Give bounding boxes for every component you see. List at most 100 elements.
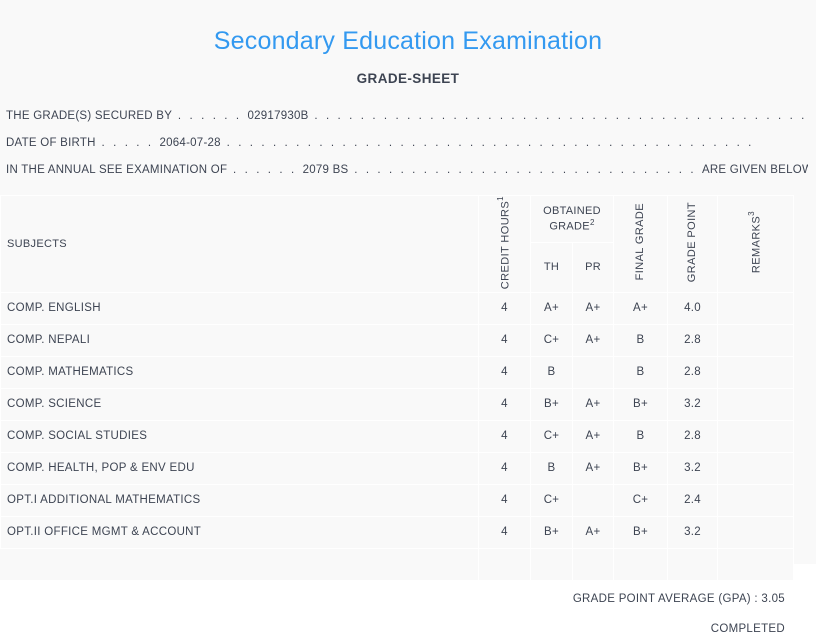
cell-remarks [717, 291, 795, 325]
cell-practical-grade: A+ [571, 419, 615, 453]
cell-grade-point: 4.0 [667, 291, 719, 325]
grade-sheet-footer: GRADE POINT AVERAGE (GPA) : 3.05 COMPLET… [0, 593, 793, 635]
info-line-date-of-birth: DATE OF BIRTH . . . . . 2064-07-28 . . .… [6, 130, 808, 157]
cell-remarks [717, 515, 795, 549]
spacer-cell [0, 547, 479, 581]
footnote-marker-2: 2 [589, 217, 595, 227]
column-header-final-grade-label: FINAL GRADE [634, 203, 647, 281]
footnote-marker-3: 3 [747, 211, 757, 216]
dot-leader-trailing: . . . . . . . . . . . . . . . . . . . . … [308, 109, 807, 122]
date-of-birth-value: 2064-07-28 [159, 136, 221, 149]
table-row: COMP. SOCIAL STUDIES 4 C+ A+ B 2.8 [0, 419, 795, 453]
table-spacer-row [0, 547, 795, 581]
cell-theory-grade: C+ [530, 483, 573, 517]
info-label-grades-secured-by: THE GRADE(S) SECURED BY [6, 109, 173, 122]
info-label-examination: IN THE ANNUAL SEE EXAMINATION OF [6, 163, 228, 176]
cell-subject: OPT.I ADDITIONAL MATHEMATICS [0, 483, 479, 517]
cell-theory-grade: B+ [530, 515, 573, 549]
dot-leader-trailing: . . . . . . . . . . . . . . . . . . . . … [220, 136, 754, 149]
footnote-marker-1: 1 [496, 195, 506, 201]
dot-leader: . . . . . [95, 136, 160, 149]
cell-grade-point: 3.2 [667, 515, 719, 549]
cell-remarks [717, 355, 795, 389]
cell-final-grade: B [613, 323, 669, 357]
cell-final-grade: B+ [613, 451, 669, 485]
spacer-cell [478, 547, 531, 581]
grades-table: SUBJECTS CREDIT HOURS1 OBTAINED GRADE2 F… [0, 194, 795, 581]
column-header-practical: PR [571, 241, 615, 293]
dot-leader: . . . . . . [172, 109, 248, 122]
cell-theory-grade: C+ [530, 323, 573, 357]
cell-subject: COMP. HEALTH, POP & ENV EDU [0, 451, 479, 485]
cell-remarks [717, 451, 795, 485]
cell-practical-grade: A+ [571, 515, 615, 549]
cell-theory-grade: B+ [530, 387, 573, 421]
cell-grade-point: 2.4 [667, 483, 719, 517]
cell-practical-grade: A+ [571, 291, 615, 325]
cell-final-grade: B [613, 355, 669, 389]
column-header-credit-hours: CREDIT HOURS1 [478, 194, 531, 293]
column-header-grade-point: GRADE POINT [667, 194, 719, 293]
page-title: Secondary Education Examination [213, 27, 603, 55]
cell-theory-grade: B [530, 355, 573, 389]
grade-sheet-page: Secondary Education Examination GRADE-SH… [0, 27, 816, 635]
table-row: COMP. MATHEMATICS 4 B B 2.8 [0, 355, 795, 389]
cell-grade-point: 2.8 [667, 323, 719, 357]
cell-credit-hours: 4 [478, 419, 531, 453]
status-badge: COMPLETED [710, 622, 785, 635]
table-row: COMP. SCIENCE 4 B+ A+ B+ 3.2 [0, 387, 795, 421]
column-header-theory: TH [530, 241, 573, 293]
cell-credit-hours: 4 [478, 451, 531, 485]
column-header-obtained-grade-label: OBTAINED GRADE [543, 204, 601, 233]
dot-leader: . . . . . . [227, 163, 303, 176]
cell-subject: COMP. SCIENCE [0, 387, 479, 421]
cell-subject: COMP. SOCIAL STUDIES [0, 419, 479, 453]
table-row: OPT.II OFFICE MGMT & ACCOUNT 4 B+ A+ B+ 3.2 [0, 515, 795, 549]
cell-credit-hours: 4 [478, 355, 531, 389]
symbol-number-value: 02917930B [247, 109, 309, 122]
cell-practical-grade: A+ [571, 387, 615, 421]
cell-theory-grade: B [530, 451, 573, 485]
cell-credit-hours: 4 [478, 291, 531, 325]
cell-practical-grade [571, 483, 615, 517]
column-header-remarks-label: REMARKS [751, 215, 764, 274]
info-line-grades-secured-by: THE GRADE(S) SECURED BY . . . . . . 0291… [6, 103, 808, 130]
cell-final-grade: B [613, 419, 669, 453]
cell-remarks [717, 483, 795, 517]
header-row-primary: SUBJECTS CREDIT HOURS1 OBTAINED GRADE2 F… [0, 194, 795, 293]
cell-credit-hours: 4 [478, 387, 531, 421]
spacer-cell [613, 547, 669, 581]
column-header-final-grade: FINAL GRADE [613, 194, 669, 293]
table-row: OPT.I ADDITIONAL MATHEMATICS 4 C+ C+ 2.4 [0, 483, 795, 517]
cell-practical-grade [571, 355, 615, 389]
gpa-summary: GRADE POINT AVERAGE (GPA) : 3.05 [572, 592, 785, 605]
cell-final-grade: C+ [613, 483, 669, 517]
grades-table-body: COMP. ENGLISH 4 A+ A+ A+ 4.0 COMP. NEPALI 4 C+ A+… [0, 291, 795, 581]
spacer-cell [530, 547, 573, 581]
column-header-subjects: SUBJECTS [0, 194, 479, 293]
cell-grade-point: 3.2 [667, 451, 719, 485]
cell-subject: COMP. ENGLISH [0, 291, 479, 325]
cell-credit-hours: 4 [478, 483, 531, 517]
cell-theory-grade: A+ [530, 291, 573, 325]
cell-final-grade: A+ [613, 291, 669, 325]
candidate-info-block: THE GRADE(S) SECURED BY . . . . . . 0291… [0, 103, 816, 184]
cell-credit-hours: 4 [478, 515, 531, 549]
cell-grade-point: 2.8 [667, 355, 719, 389]
cell-remarks [717, 323, 795, 357]
grades-table-header: SUBJECTS CREDIT HOURS1 OBTAINED GRADE2 F… [0, 194, 795, 293]
column-header-obtained-grade: OBTAINED GRADE2 [529, 194, 615, 243]
column-header-grade-point-label: GRADE POINT [686, 202, 699, 283]
spacer-cell [717, 547, 795, 581]
cell-theory-grade: C+ [530, 419, 573, 453]
cell-subject: OPT.II OFFICE MGMT & ACCOUNT [0, 515, 479, 549]
cell-subject: COMP. MATHEMATICS [0, 355, 479, 389]
column-header-remarks: REMARKS3 [717, 194, 795, 293]
table-row: COMP. NEPALI 4 C+ A+ B 2.8 [0, 323, 795, 357]
cell-grade-point: 3.2 [667, 387, 719, 421]
cell-credit-hours: 4 [478, 323, 531, 357]
cell-grade-point: 2.8 [667, 419, 719, 453]
cell-final-grade: B+ [613, 387, 669, 421]
info-label-date-of-birth: DATE OF BIRTH [6, 136, 96, 149]
column-header-credit-hours-label: CREDIT HOURS [500, 200, 512, 289]
